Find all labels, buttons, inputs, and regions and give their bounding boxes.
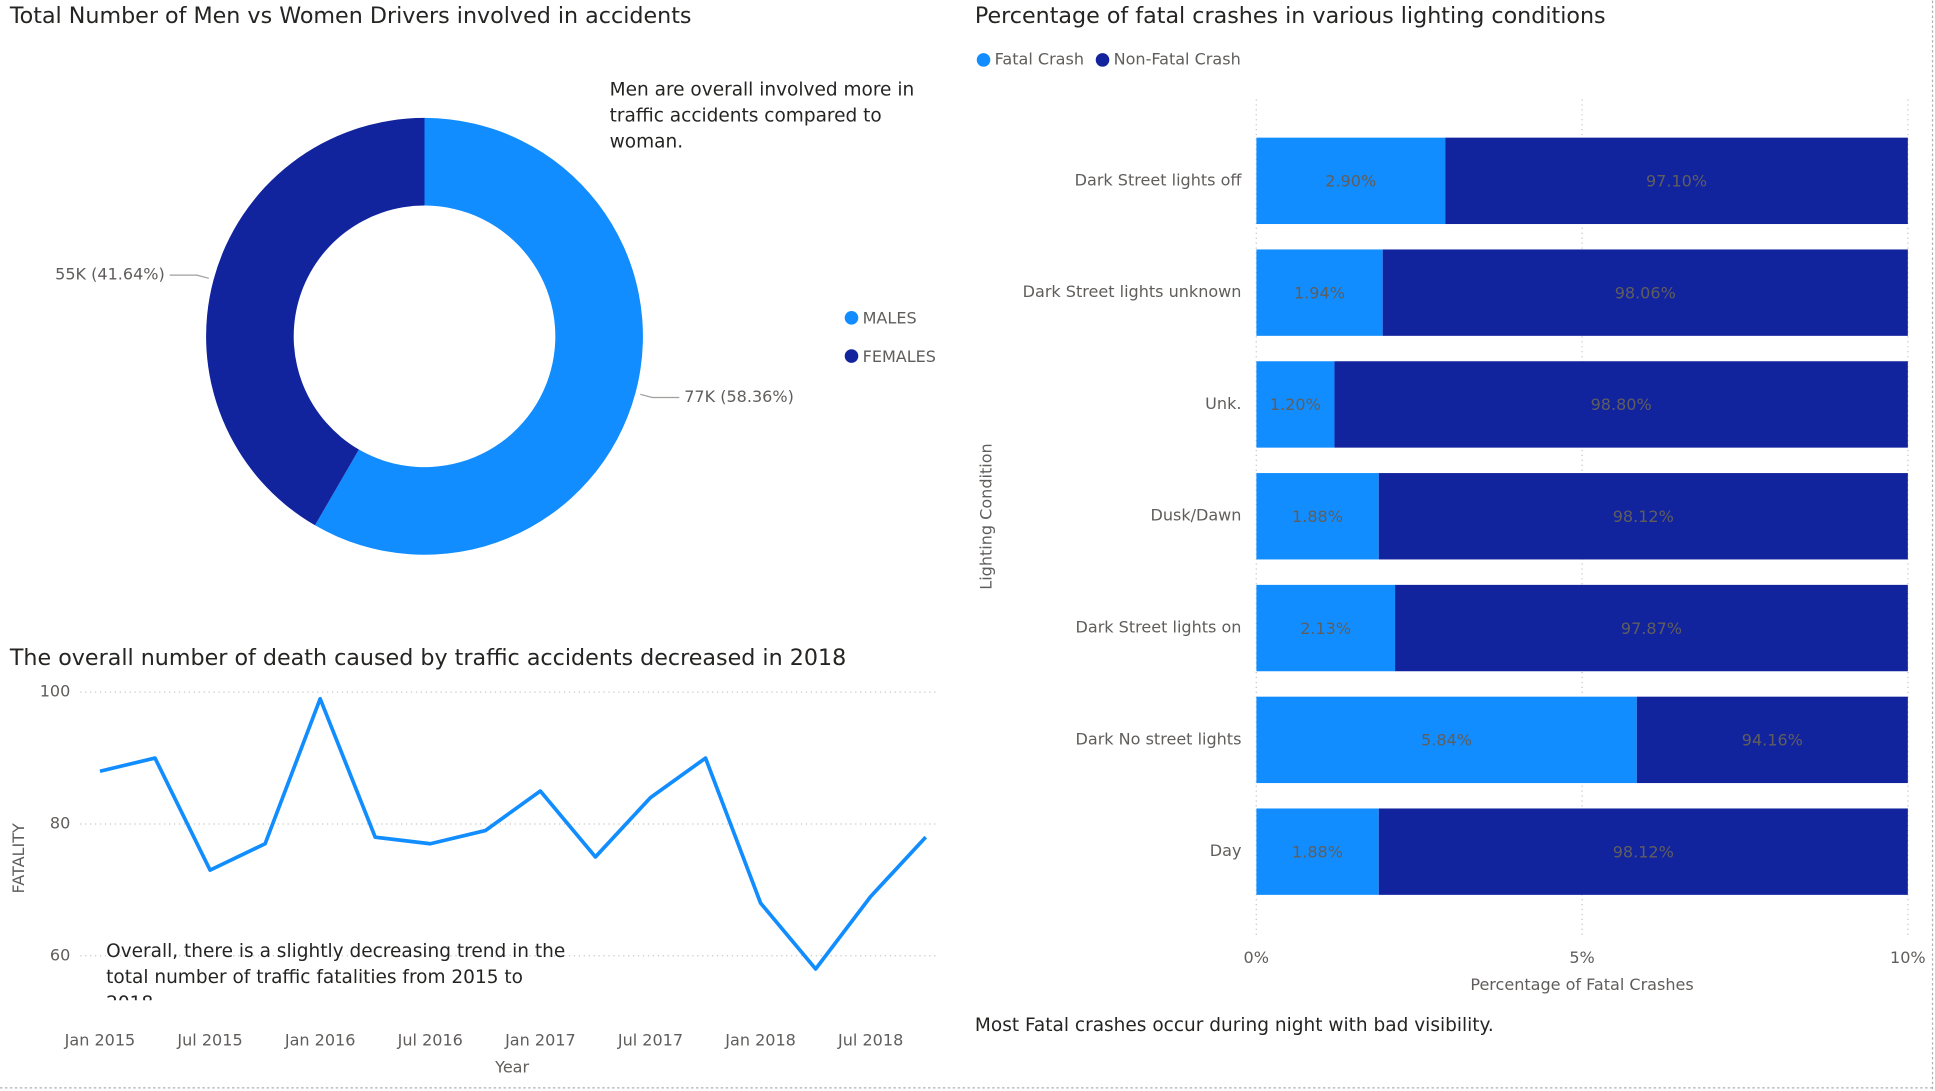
legend-marker: [976, 53, 991, 67]
data-label: 55K (41.64%): [55, 265, 165, 284]
y-tick-label: Day: [1210, 841, 1242, 860]
y-axis-label: FATALITY: [9, 823, 28, 893]
x-tick-label: Jan 2017: [504, 1030, 576, 1049]
legend-label: Non-Fatal Crash: [1114, 49, 1241, 68]
y-tick-label: Dark Street lights unknown: [1023, 282, 1242, 301]
data-label: 1.94%: [1294, 283, 1345, 302]
bar-segment: [1256, 361, 1335, 448]
legend-label: FEMALES: [863, 347, 936, 366]
x-tick-label: Jul 2015: [176, 1030, 242, 1049]
bar-segment: [1256, 696, 1637, 784]
bar-segment: [1382, 249, 1908, 336]
data-label: 98.06%: [1615, 283, 1676, 302]
chart-title: The overall number of death caused by tr…: [9, 645, 846, 671]
annotation: Overall, there is a slightly decreasing …: [106, 939, 566, 1000]
bar-segment: [1256, 249, 1383, 336]
bar-segment: [1334, 361, 1908, 448]
bar-segment: [1395, 584, 1908, 672]
y-tick-label: Dark Street lights on: [1076, 618, 1242, 637]
data-label: 77K (58.36%): [684, 387, 794, 406]
data-label: 98.12%: [1613, 507, 1674, 526]
donut-slice: [314, 117, 643, 555]
y-tick-label: 60: [50, 945, 70, 964]
annotation-box: Men are overall involved more in traffic…: [609, 78, 915, 153]
x-tick-label: Jan 2018: [724, 1030, 796, 1049]
x-axis-label: Percentage of Fatal Crashes: [1470, 975, 1693, 994]
data-label: 97.87%: [1621, 619, 1682, 638]
annotation: Men are overall involved more in traffic…: [609, 78, 915, 153]
data-label: 97.10%: [1646, 172, 1707, 191]
bar-segment: [1256, 473, 1379, 560]
donut-slice: [206, 117, 425, 526]
x-tick-label: 0%: [1244, 948, 1269, 967]
legend-marker: [844, 311, 859, 325]
x-tick-label: Jul 2016: [397, 1030, 463, 1049]
annotation-box: Overall, there is a slightly decreasing …: [106, 939, 566, 1000]
data-label: 2.90%: [1325, 172, 1376, 191]
legend-label: MALES: [863, 309, 917, 328]
data-label: 1.88%: [1292, 507, 1343, 526]
leader-line: [640, 393, 680, 399]
data-label: 94.16%: [1742, 731, 1803, 750]
legend-marker: [1095, 53, 1110, 67]
line-series: [99, 696, 928, 971]
x-axis-label: Year: [494, 1058, 529, 1077]
x-tick-label: Jul 2017: [617, 1030, 683, 1049]
legend-marker: [844, 349, 859, 363]
bar-segment: [1378, 808, 1908, 895]
y-axis-label: Lighting Condition: [977, 443, 996, 589]
data-label: 1.88%: [1292, 842, 1343, 861]
data-label: 98.80%: [1591, 395, 1652, 414]
chart-title: Total Number of Men vs Women Drivers inv…: [9, 3, 692, 29]
bar-segment: [1256, 584, 1396, 672]
x-tick-label: Jan 2016: [284, 1030, 356, 1049]
y-tick-label: Unk.: [1205, 394, 1241, 413]
bar-segment: [1445, 137, 1908, 225]
bars: [1256, 137, 1908, 895]
x-tick-label: Jan 2015: [64, 1030, 136, 1049]
data-label: 1.20%: [1270, 395, 1321, 414]
y-tick-label: 100: [40, 682, 71, 701]
y-tick-label: 80: [50, 813, 70, 832]
data-label: 2.13%: [1300, 619, 1351, 638]
y-tick-label: Dark No street lights: [1076, 729, 1242, 748]
bar-segment: [1378, 473, 1908, 560]
data-label: 98.12%: [1613, 842, 1674, 861]
annotation-box: Most Fatal crashes occur during night wi…: [974, 1013, 1494, 1037]
y-tick-label: Dusk/Dawn: [1150, 506, 1241, 525]
bar-segment: [1256, 137, 1446, 225]
chart-title: Percentage of fatal crashes in various l…: [975, 3, 1606, 29]
bar-segment: [1636, 696, 1908, 784]
x-tick-label: Jul 2018: [837, 1030, 903, 1049]
leader-line: [169, 274, 209, 279]
x-tick-label: 5%: [1569, 948, 1594, 967]
y-tick-label: Dark Street lights off: [1075, 170, 1243, 189]
annotation: Most Fatal crashes occur during night wi…: [974, 1013, 1494, 1037]
data-label: 5.84%: [1421, 731, 1472, 750]
bar-segment: [1256, 808, 1379, 895]
x-tick-label: 10%: [1890, 948, 1926, 967]
legend-label: Fatal Crash: [995, 49, 1084, 68]
